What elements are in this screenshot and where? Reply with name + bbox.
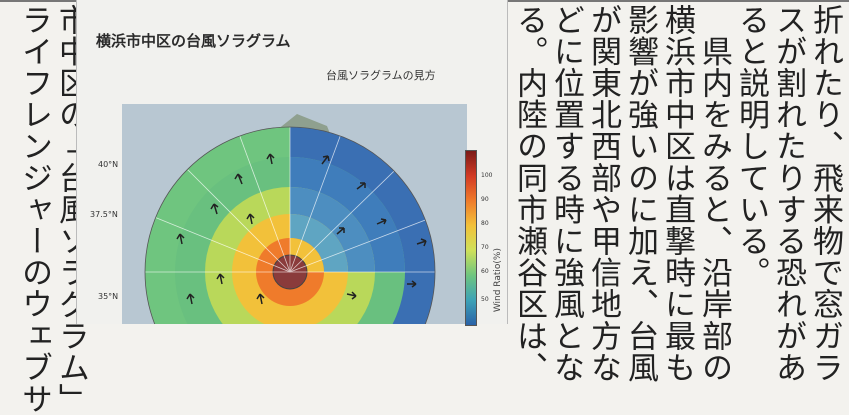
article-column-right-3: が関東北西部や甲信地方な <box>585 4 621 384</box>
article-column-right-5: 横浜市中区は直撃時に最も <box>659 4 695 384</box>
colorbar <box>465 150 477 326</box>
article-column-left-1: ライフレンジャーのウェブサ <box>16 4 52 415</box>
colorbar-label: Wind Ratio(%) <box>493 248 503 313</box>
lat-label-37-5: 37.5°N <box>90 210 118 219</box>
figure-title: 横浜市中区の台風ソラグラム <box>96 32 291 50</box>
colorbar-tick: 60 <box>481 268 489 275</box>
outer-boundary <box>144 126 436 324</box>
colorbar-tick: 50 <box>481 296 489 303</box>
top-rule-left <box>0 0 76 2</box>
article-column-right-9: 折れたり、飛来物で窓ガラ <box>807 4 843 384</box>
lat-label-35: 35°N <box>98 292 119 301</box>
colorbar-tick: 80 <box>481 220 489 227</box>
top-rule-right <box>506 0 849 2</box>
solagram-map <box>122 104 467 324</box>
article-column-right-2: どに位置する時に強風とな <box>548 4 584 384</box>
article-column-right-6: 県内をみると、沿岸部の <box>696 4 732 384</box>
figure-subtitle: 台風ソラグラムの見方 <box>326 69 436 82</box>
colorbar-tick: 70 <box>481 244 489 251</box>
solagram-svg <box>122 104 467 324</box>
article-column-right-8: スが割れたりする恐れがあ <box>770 4 806 384</box>
article-column-right-4: 影響が強いのに加え、台風 <box>622 4 658 384</box>
lat-label-40: 40°N <box>98 160 119 169</box>
colorbar-tick: 100 <box>481 172 493 179</box>
colorbar-tick: 90 <box>481 196 489 203</box>
article-column-right-7: ると説明している。 <box>733 4 769 289</box>
wind-arrows <box>176 153 427 305</box>
article-column-right-1: る。内陸の同市瀬谷区は、 <box>511 4 547 384</box>
